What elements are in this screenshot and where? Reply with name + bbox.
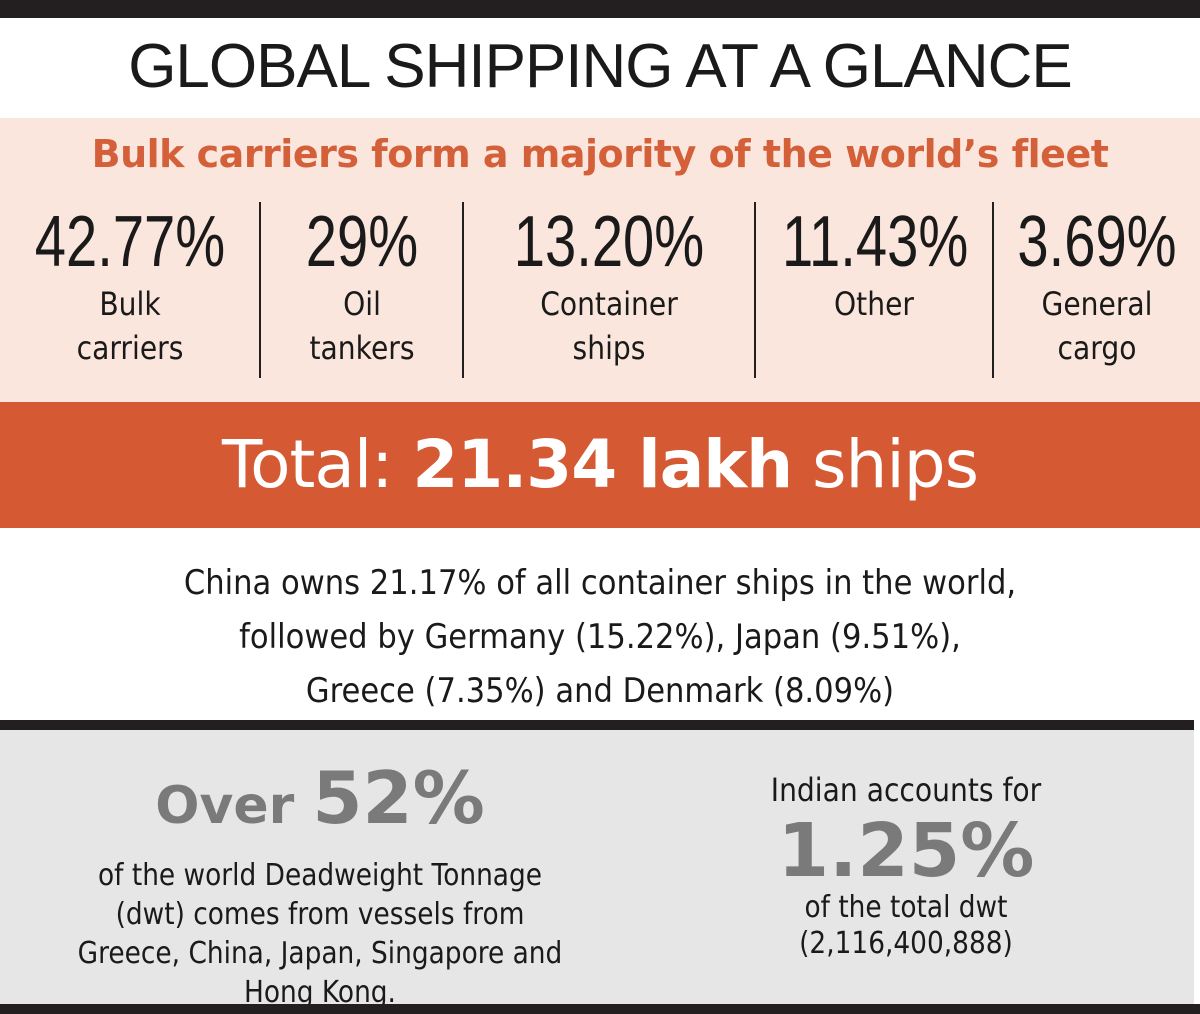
- dwt-share-block: Over 52% of the world Deadweight Tonnage…: [20, 760, 620, 1012]
- section-rule: [0, 720, 1194, 730]
- stat-other: 11.43% Other: [756, 202, 992, 382]
- stat-bulk-carriers: 42.77% Bulk carriers: [0, 202, 260, 382]
- dwt-panel: Over 52% of the world Deadweight Tonnage…: [0, 730, 1194, 1010]
- stat-label: Container ships: [540, 285, 678, 367]
- container-line: followed by Germany (15.22%), Japan (9.5…: [239, 617, 961, 657]
- stat-oil-tankers: 29% Oil tankers: [262, 202, 462, 382]
- total-banner: Total: 21.34 lakh ships: [0, 402, 1200, 528]
- stat-label: Bulk carriers: [76, 285, 184, 367]
- container-line: China owns 21.17% of all container ships…: [183, 563, 1017, 603]
- stat-label: General cargo: [1041, 285, 1153, 367]
- india-share-block: Indian accounts for 1.25% of the total d…: [700, 768, 1112, 962]
- total-suffix: ships: [792, 426, 979, 503]
- fleet-subtitle: Bulk carriers form a majority of the wor…: [91, 132, 1109, 176]
- india-total: (2,116,400,888): [799, 926, 1013, 961]
- dwt-over-value: 52%: [312, 756, 485, 840]
- dwt-headline: Over 52%: [20, 760, 620, 856]
- dwt-line: (dwt) comes from vessels from: [115, 897, 525, 932]
- dwt-line: of the world Deadweight Tonnage: [98, 858, 542, 893]
- stat-label: Other: [834, 285, 914, 323]
- india-value: 1.25%: [777, 808, 1035, 894]
- bottom-rule: [0, 1004, 1200, 1014]
- dwt-over-word: Over: [155, 776, 313, 836]
- dwt-line: Greece, China, Japan, Singapore and: [77, 936, 563, 971]
- fleet-stats: 42.77% Bulk carriers 29% Oil tankers 13.…: [0, 202, 1200, 382]
- top-rule: [0, 0, 1200, 18]
- total-value: 21.34 lakh: [412, 426, 793, 503]
- stat-divider: [754, 202, 756, 378]
- stat-container-ships: 13.20% Container ships: [464, 202, 754, 382]
- stat-divider: [259, 202, 261, 378]
- stat-value: 42.77%: [34, 202, 226, 282]
- container-ownership-text: China owns 21.17% of all container ships…: [0, 556, 1200, 718]
- stat-divider: [462, 202, 464, 378]
- stat-value: 11.43%: [781, 202, 969, 282]
- stat-value: 13.20%: [513, 202, 705, 282]
- total-prefix: Total:: [222, 426, 413, 503]
- stat-value: 29%: [305, 202, 419, 282]
- stat-value: 3.69%: [1017, 202, 1177, 282]
- page-title: GLOBAL SHIPPING AT A GLANCE: [128, 32, 1073, 101]
- india-lead: Indian accounts for: [770, 771, 1042, 809]
- fleet-panel: Bulk carriers form a majority of the wor…: [0, 118, 1200, 402]
- stat-general-cargo: 3.69% General cargo: [994, 202, 1200, 382]
- stat-label: Oil tankers: [309, 285, 415, 367]
- stat-divider: [992, 202, 994, 378]
- container-line: Greece (7.35%) and Denmark (8.09%): [305, 671, 895, 711]
- dwt-description: of the world Deadweight Tonnage (dwt) co…: [20, 856, 620, 1012]
- india-tail: of the total dwt: [804, 890, 1008, 925]
